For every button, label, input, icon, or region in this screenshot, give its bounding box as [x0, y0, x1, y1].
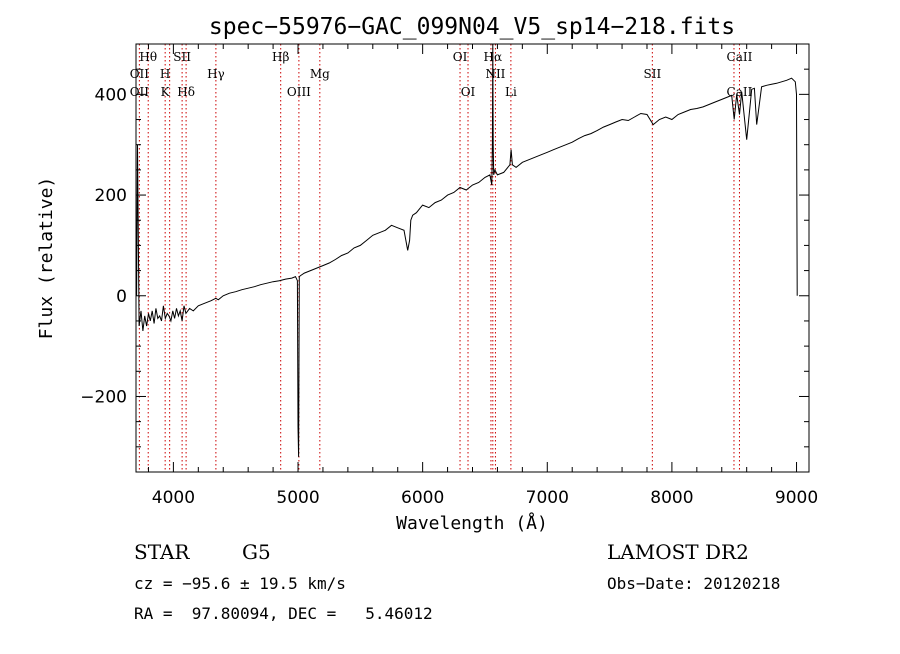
axis-ticks: 4000 5000 6000 7000 8000 9000 −200 0 200 400	[80, 44, 818, 508]
x-tick-label: 5000	[276, 488, 319, 508]
spectral-line-label: CaII	[727, 50, 753, 64]
spectral-line-label: Hγ	[207, 67, 225, 81]
y-tick-label: 200	[95, 186, 127, 206]
object-subclass: G5	[242, 540, 271, 564]
spectral-line-label: OI	[453, 50, 468, 64]
spectral-line-label: Li	[505, 85, 517, 99]
x-tick-label: 6000	[401, 488, 444, 508]
plot-frame	[135, 43, 810, 473]
spectral-line-label: Hδ	[177, 85, 195, 99]
x-tick-label: 8000	[650, 488, 693, 508]
line-markers	[138, 44, 740, 472]
spectral-line-label: OIII	[287, 85, 311, 99]
spectral-line-label: H	[160, 67, 170, 81]
x-tick-label: 4000	[152, 488, 195, 508]
survey-name: LAMOST DR2	[607, 540, 749, 564]
spectral-line-label: OII	[130, 67, 150, 81]
x-tick-label: 7000	[526, 488, 569, 508]
spectral-line-label: Mg	[310, 67, 330, 81]
spectral-line-label: NII	[485, 67, 505, 81]
x-axis-label: Wavelength (Å)	[396, 512, 548, 534]
redshift-value: cz = −95.6 ± 19.5 km/s	[134, 574, 346, 593]
spectrum-series-line	[136, 43, 798, 457]
y-axis-label: Flux (relative)	[36, 177, 57, 340]
line-labels: OIIOIIHθHKSIIHδHγHβOIIIMgOIOIHαNIILiSIIC…	[130, 50, 753, 99]
spectral-line-label: SII	[643, 67, 661, 81]
sky-coordinates: RA = 97.80094, DEC = 5.46012	[134, 604, 433, 623]
spectral-line-label: Hβ	[272, 50, 289, 64]
spectral-line-label: Hθ	[139, 50, 157, 64]
observation-date: Obs−Date: 20120218	[607, 574, 780, 593]
x-tick-label: 9000	[775, 488, 818, 508]
y-tick-label: 0	[116, 287, 127, 307]
object-class: STAR	[134, 540, 190, 564]
spectral-line-label: SII	[173, 50, 191, 64]
spectral-line-label: OI	[461, 85, 476, 99]
spectral-line-label: K	[161, 85, 171, 99]
spectral-line-label: OII	[130, 85, 150, 99]
chart-title: spec−55976−GAC_099N04_V5_sp14−218.fits	[209, 14, 735, 40]
spectral-line-label: CaII	[727, 85, 753, 99]
y-tick-label: −200	[80, 387, 127, 407]
y-tick-label: 400	[95, 85, 127, 105]
